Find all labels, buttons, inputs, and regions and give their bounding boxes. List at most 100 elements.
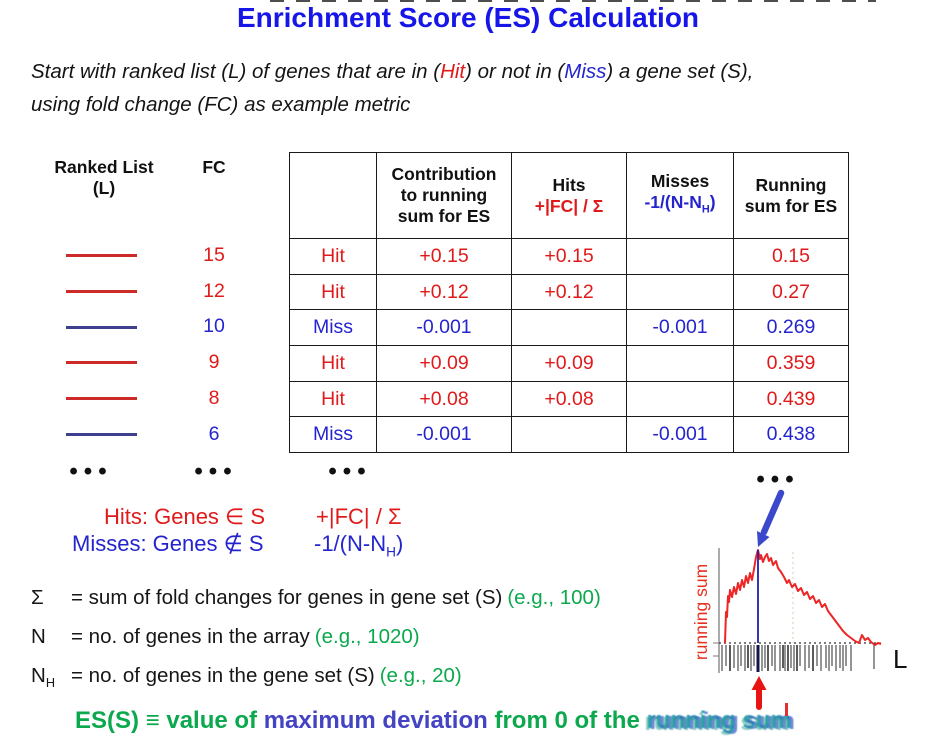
cell-hits: +0.09 — [511, 345, 627, 382]
fc-value: 12 — [203, 280, 225, 302]
fc-value: 9 — [208, 351, 220, 373]
cell-label: Hit — [289, 380, 377, 418]
example-value: (e.g., 100) — [507, 586, 601, 609]
table-header-row: Contribution to running sum for ES Hits … — [289, 152, 849, 239]
cell-misses: -0.001 — [626, 309, 734, 347]
cell-running: 0.269 — [733, 309, 849, 347]
page-title: Enrichment Score (ES) Calculation — [236, 2, 700, 33]
legend-hits-label: Hits: Genes ∈ S — [104, 504, 265, 529]
definition-nh: NH = no. of genes in the gene set (S) (e.g… — [31, 664, 462, 691]
fc-value: 8 — [208, 387, 220, 409]
es-table: Contribution to running sum for ES Hits … — [289, 152, 849, 454]
cell-misses — [626, 273, 734, 311]
header-misses: Misses -1/(N-NH) — [626, 152, 734, 239]
x-axis-label: L — [893, 644, 907, 674]
cell-running: 0.359 — [733, 345, 849, 382]
ellipsis: ••• — [69, 458, 113, 485]
table-row: Hit +0.12 +0.12 0.27 — [289, 273, 849, 311]
fc-value: 10 — [203, 315, 225, 337]
hit-word: Hit — [440, 60, 466, 83]
definition-sigma: Σ = sum of fold changes for genes in gene… — [31, 586, 601, 609]
chart-dynamic-layer — [721, 549, 882, 672]
example-value: (e.g., 20) — [379, 664, 462, 688]
cell-label: Hit — [289, 345, 377, 382]
cell-label: Miss — [289, 309, 377, 347]
cell-misses — [626, 380, 734, 418]
ellipsis: ••• — [194, 458, 238, 485]
cell-contribution: +0.08 — [376, 380, 512, 418]
header-running: Running sum for ES — [733, 152, 849, 239]
cell-hits: +0.08 — [511, 380, 627, 418]
subtitle-line-1: Start with ranked list (L) of genes that… — [31, 56, 931, 89]
cell-contribution: -0.001 — [376, 416, 512, 454]
miss-word: Miss — [564, 60, 607, 83]
subtitle-text: ) or not in ( — [465, 60, 565, 83]
ranked-list-header-line1: Ranked List — [54, 157, 154, 177]
table-row: Miss -0.001 -0.001 0.269 — [289, 309, 849, 347]
fc-header: FC — [202, 157, 226, 177]
cell-label: Hit — [289, 238, 377, 275]
header-hits-formula: +|FC| / Σ — [534, 195, 604, 216]
running-sum-curve — [724, 549, 882, 646]
subtitle-text: Start with ranked list (L) of genes that… — [31, 60, 441, 83]
header-hits-title: Hits — [552, 174, 586, 195]
cell-contribution: +0.15 — [376, 238, 512, 275]
red-arrow-icon — [751, 676, 767, 710]
cell-hits — [511, 416, 627, 454]
legend-hits-formula: +|FC| / Σ — [316, 504, 402, 529]
gene-line — [66, 290, 137, 293]
conclusion-garbled-text: running sum running sum running sum — [644, 707, 795, 736]
blue-arrow-icon — [757, 489, 785, 547]
header-hits: Hits +|FC| / Σ — [511, 152, 627, 239]
cell-misses — [626, 238, 734, 275]
fc-value: 15 — [203, 244, 225, 266]
cell-hits — [511, 309, 627, 347]
ranked-list-header-line2: (L) — [92, 178, 116, 198]
red-tick-artifact — [785, 703, 788, 716]
ellipsis: ••• — [756, 466, 800, 493]
gene-line — [66, 326, 137, 329]
gene-line — [66, 254, 137, 257]
corner-cell — [289, 152, 377, 239]
cell-label: Hit — [289, 273, 377, 311]
fc-value: 6 — [208, 423, 220, 445]
table-row: Miss -0.001 -0.001 0.438 — [289, 416, 849, 454]
cell-contribution: -0.001 — [376, 309, 512, 347]
cell-running: 0.439 — [733, 380, 849, 418]
ranked-list-header: Ranked List (L) — [38, 157, 170, 199]
definitions: Σ = sum of fold changes for genes in gene… — [31, 582, 601, 699]
ellipsis: ••• — [328, 458, 372, 485]
legend-misses-label: Misses: Genes ∉ S — [72, 531, 264, 556]
top-edge-artifact — [270, 0, 876, 2]
example-value: (e.g., 1020) — [314, 625, 420, 649]
gene-line — [66, 397, 137, 400]
conclusion-green-2: from 0 of the — [487, 707, 647, 734]
cell-contribution: +0.12 — [376, 273, 512, 311]
table-row: Hit +0.09 +0.09 0.359 — [289, 345, 849, 382]
table-row: Hit +0.15 +0.15 0.15 — [289, 238, 849, 275]
conclusion: ES(S) ≡ value of maximum deviation from … — [75, 707, 795, 736]
header-misses-formula: -1/(N-NH) — [644, 191, 716, 216]
cell-misses: -0.001 — [626, 416, 734, 454]
table-row: Hit +0.08 +0.08 0.439 — [289, 380, 849, 418]
cell-misses — [626, 345, 734, 382]
gene-line — [66, 433, 137, 436]
header-misses-title: Misses — [650, 170, 710, 191]
cell-hits: +0.15 — [511, 238, 627, 275]
cell-hits: +0.12 — [511, 273, 627, 311]
header-contribution: Contribution to running sum for ES — [376, 152, 512, 239]
cell-contribution: +0.09 — [376, 345, 512, 382]
cell-label: Miss — [289, 416, 377, 454]
conclusion-highlight: maximum deviation — [263, 707, 488, 734]
gene-line — [66, 361, 137, 364]
cell-running: 0.438 — [733, 416, 849, 454]
legend-misses-formula: -1/(N-NH) — [314, 531, 404, 560]
subtitle: Start with ranked list (L) of genes that… — [31, 56, 931, 121]
subtitle-text: ) a gene set (S), — [606, 60, 754, 83]
running-sum-chart: L — [713, 489, 907, 710]
subtitle-line-2: using fold change (FC) as example metric — [31, 92, 411, 116]
conclusion-green-1: ES(S) ≡ value of — [75, 707, 264, 734]
cell-running: 0.27 — [733, 273, 849, 311]
cell-running: 0.15 — [733, 238, 849, 275]
